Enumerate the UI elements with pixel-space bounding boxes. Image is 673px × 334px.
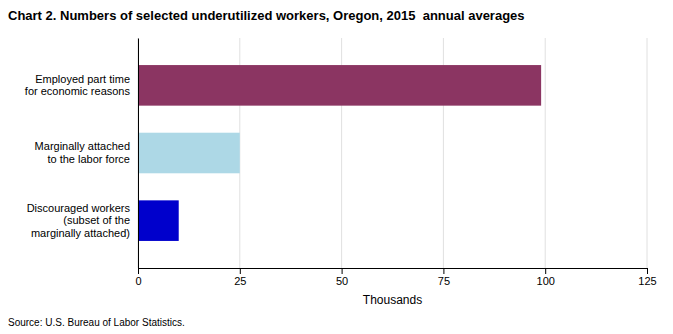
tick-label: 125	[638, 275, 656, 287]
tick-label: 50	[336, 275, 348, 287]
tick-mark	[240, 268, 241, 274]
tick: Discouraged workers(subset of themargina…	[27, 202, 138, 239]
x-axis-title: Thousands	[363, 293, 422, 307]
tick-mark	[138, 268, 139, 274]
bar	[138, 200, 179, 241]
bar	[138, 65, 541, 106]
tick: 25	[234, 268, 246, 287]
tick-label: 100	[537, 275, 555, 287]
y-axis: Employed part timefor economic reasons Ma…	[25, 39, 139, 269]
title: Chart 2. Numbers of selected underutiliz…	[8, 8, 525, 23]
tick-mark	[647, 268, 648, 274]
tick-label: 0	[135, 275, 141, 287]
tick-label: Discouraged workers(subset of themargina…	[27, 202, 131, 239]
plot: 0 25 50 75 100 125 Employed part timefor econo…	[25, 38, 657, 287]
axis-line	[139, 269, 648, 275]
grid-line	[545, 38, 546, 268]
source-note: Source: U.S. Bureau of Labor Statistics.	[8, 317, 185, 328]
chart: 0 25 50 75 100 125 Employed part timefor econo…	[0, 0, 673, 334]
tick-label: Employed part timefor economic reasons	[25, 73, 131, 98]
tick: 50	[336, 268, 348, 287]
tick-label: Marginally attachedto the labor force	[35, 140, 130, 165]
grid-line	[138, 38, 139, 268]
tick-mark	[545, 268, 546, 274]
tick: 0	[135, 268, 141, 287]
tick: 125	[638, 268, 656, 287]
tick: Employed part timefor economic reasons	[25, 73, 138, 98]
bar	[138, 133, 240, 174]
grid-line	[647, 38, 648, 268]
tick: 100	[537, 268, 555, 287]
x-axis: 0 25 50 75 100 125	[135, 268, 656, 287]
tick: Marginally attachedto the labor force	[35, 140, 138, 165]
tick-label: 75	[438, 275, 450, 287]
tick-label: 25	[234, 275, 246, 287]
axis-line	[138, 39, 139, 269]
tick-mark	[443, 268, 444, 274]
tick-mark	[342, 268, 343, 274]
grid	[138, 38, 647, 268]
tick: 75	[438, 268, 450, 287]
bars	[138, 65, 541, 241]
